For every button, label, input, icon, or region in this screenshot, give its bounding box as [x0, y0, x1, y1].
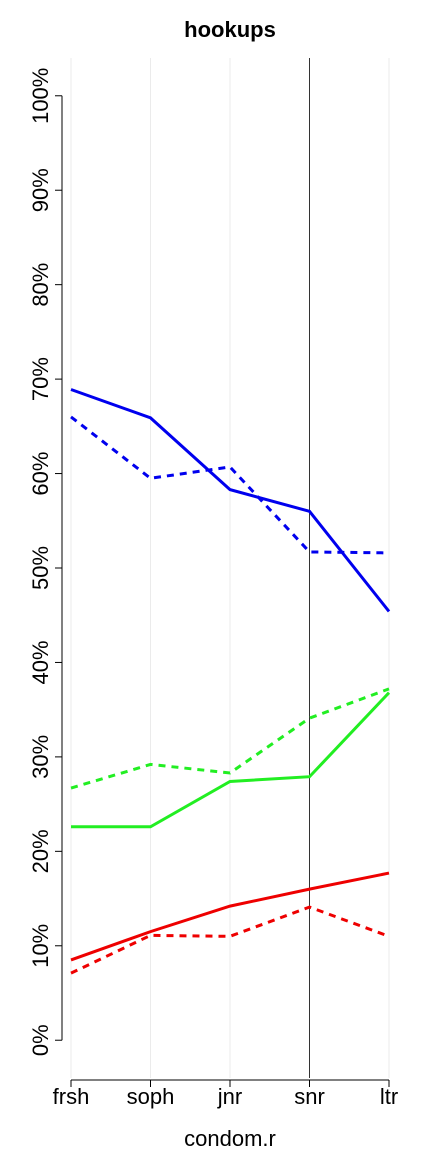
y-tick-label: 0% — [28, 1024, 53, 1056]
y-tick-label: 10% — [28, 924, 53, 968]
x-tick-label: jnr — [217, 1084, 242, 1109]
chart-title: hookups — [184, 17, 276, 42]
series-line — [70, 687, 390, 790]
y-tick-label: 20% — [28, 829, 53, 873]
y-tick-label: 70% — [28, 357, 53, 401]
x-axis-label: condom.r — [184, 1126, 276, 1151]
y-tick-label: 50% — [28, 546, 53, 590]
series-line — [70, 871, 390, 962]
x-tick-label: ltr — [380, 1084, 398, 1109]
series-line — [70, 905, 390, 975]
y-tick-label: 90% — [28, 168, 53, 212]
y-tick-label: 40% — [28, 640, 53, 684]
series-line — [71, 691, 391, 829]
y-tick-label: 30% — [28, 735, 53, 779]
y-tick-label: 60% — [28, 452, 53, 496]
y-tick-label: 80% — [28, 263, 53, 307]
x-tick-label: soph — [127, 1084, 175, 1109]
series-line — [70, 388, 391, 613]
x-tick-label: snr — [294, 1084, 325, 1109]
series-line — [70, 415, 390, 555]
y-tick-label: 100% — [28, 68, 53, 124]
x-tick-label: frsh — [53, 1084, 90, 1109]
